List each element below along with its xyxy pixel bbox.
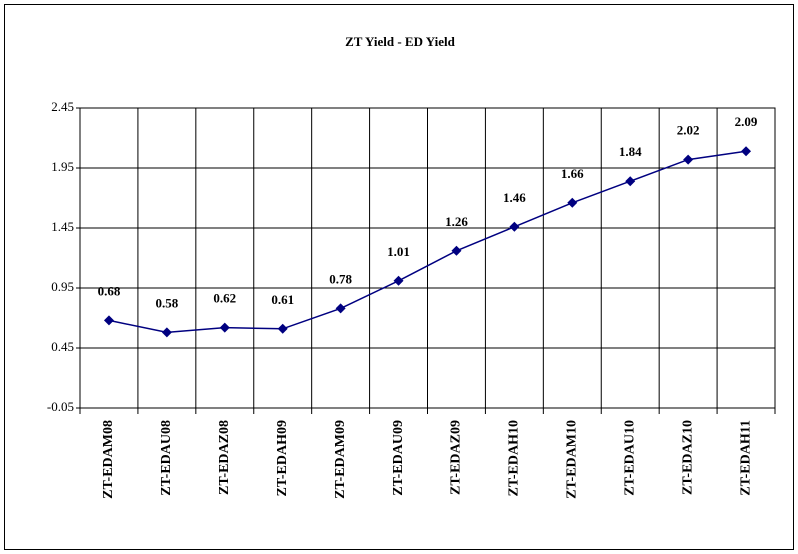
y-tick-label: 0.95	[51, 279, 74, 294]
y-tick-label: 1.95	[51, 159, 74, 174]
marker	[567, 197, 578, 208]
marker	[683, 154, 694, 165]
data-label: 1.46	[503, 190, 526, 205]
marker	[277, 323, 288, 334]
marker	[509, 221, 520, 232]
y-tick-label: -0.05	[47, 399, 74, 414]
data-label: 1.26	[445, 214, 468, 229]
data-label: 0.68	[98, 283, 121, 298]
marker	[741, 146, 752, 157]
marker	[393, 275, 404, 286]
marker	[161, 327, 172, 338]
data-label: 2.02	[677, 123, 700, 138]
marker	[451, 245, 462, 256]
marker	[335, 303, 346, 314]
data-label: 0.61	[271, 292, 294, 307]
y-tick-label: 1.45	[51, 219, 74, 234]
y-tick-label: 0.45	[51, 339, 74, 354]
marker	[625, 176, 636, 187]
y-tick-label: 2.45	[51, 99, 74, 114]
line	[108, 150, 747, 334]
x-tick-label: ZT-EDAU09	[391, 420, 406, 496]
data-label: 1.01	[387, 244, 410, 259]
x-tick-label: ZT-EDAU10	[622, 420, 637, 496]
data-label: 0.58	[156, 295, 179, 310]
x-tick-label: ZT-EDAH09	[275, 420, 290, 497]
chart-title: ZT Yield - ED Yield	[345, 34, 456, 49]
x-tick-label: ZT-EDAU08	[159, 420, 174, 496]
marker	[103, 315, 114, 326]
data-label: 0.62	[213, 291, 236, 306]
x-tick-label: ZT-EDAZ09	[449, 420, 464, 495]
x-tick-label: ZT-EDAM10	[565, 420, 580, 499]
x-tick-label: ZT-EDAM08	[101, 420, 116, 499]
marker	[219, 322, 230, 333]
data-label: 1.66	[561, 166, 584, 181]
x-tick-label: ZT-EDAH10	[507, 420, 522, 497]
x-tick-label: ZT-EDAH11	[738, 420, 753, 496]
x-tick-label: ZT-EDAZ08	[217, 420, 232, 495]
data-label: 1.84	[619, 144, 642, 159]
data-label: 2.09	[735, 114, 758, 129]
x-tick-label: ZT-EDAZ10	[680, 420, 695, 495]
x-tick-label: ZT-EDAM09	[333, 420, 348, 499]
data-label: 0.78	[329, 271, 352, 286]
